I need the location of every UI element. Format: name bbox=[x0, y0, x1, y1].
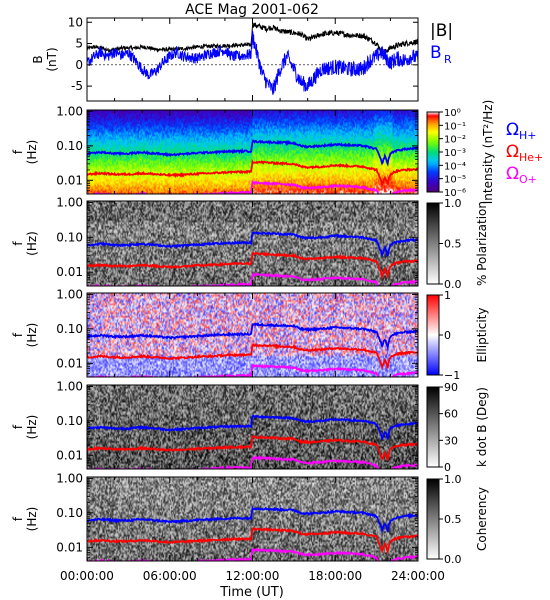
y-tick-label: 0.10 bbox=[56, 506, 83, 520]
y-tick-label: -5 bbox=[71, 79, 83, 93]
colorbar-label: k dot B (Deg) bbox=[475, 387, 489, 467]
colorbar-tick-label: 0 bbox=[444, 329, 451, 342]
y-tick-label: 1.00 bbox=[56, 104, 83, 118]
x-axis: 00:00:00 06:00:00 12:00:00 18:00:00 24:00:00 bbox=[60, 18, 445, 583]
y-axis-label: f bbox=[11, 332, 25, 337]
gyro-line-he bbox=[87, 342, 418, 371]
y-tick-label: 0.10 bbox=[56, 139, 83, 153]
y-axis-label: f bbox=[11, 516, 25, 521]
y-tick-label: 0.01 bbox=[56, 173, 83, 187]
x-tick-label: 18:00:00 bbox=[308, 569, 362, 583]
chart-title: ACE Mag 2001-062 bbox=[185, 2, 319, 18]
legend-omega-subscript: He+ bbox=[519, 151, 543, 164]
gyro-line-he bbox=[87, 434, 418, 461]
x-tick-label: 00:00:00 bbox=[60, 569, 114, 583]
colorbar-tick-label: 10⁰ bbox=[444, 108, 461, 119]
colorbar-tick-label: 0.5 bbox=[444, 513, 462, 526]
series-line-b-magnitude bbox=[87, 22, 418, 55]
x-tick-label: 24:00:00 bbox=[391, 569, 445, 583]
colorbar-tick-label: 10⁻⁶ bbox=[444, 188, 466, 199]
legend-omega-o: Ω bbox=[506, 164, 519, 184]
colorbar-tick-label: 0.5 bbox=[444, 238, 462, 251]
colorbar-tick-label: 0.0 bbox=[444, 553, 462, 566]
colorbar-tick-label: 1.0 bbox=[444, 197, 462, 210]
colorbar-ellipticity bbox=[426, 294, 440, 376]
y-axis-unit: (nT) bbox=[45, 47, 59, 71]
colorbar-tick-label: 1 bbox=[444, 289, 451, 302]
y-tick-label: 0.01 bbox=[56, 448, 83, 462]
legend-omega-he: Ω bbox=[506, 142, 519, 162]
x-tick-label: 12:00:00 bbox=[226, 569, 280, 583]
gyro-line-he bbox=[87, 158, 418, 189]
colorbar-polarization bbox=[426, 202, 440, 285]
gyro-line-o bbox=[87, 271, 418, 286]
gyro-line-h bbox=[87, 139, 418, 168]
y-axis-unit: (Hz) bbox=[25, 231, 39, 256]
colorbar-tick-label: 0.0 bbox=[444, 278, 462, 291]
y-tick-label: 0.10 bbox=[56, 230, 83, 244]
y-axis-label: B bbox=[31, 55, 45, 63]
colorbar-tick-label: 10⁻⁴ bbox=[444, 161, 466, 172]
legend-b-magnitude: |B| bbox=[430, 21, 453, 41]
y-tick-label: 1.00 bbox=[56, 195, 83, 209]
colorbar-kdotb bbox=[426, 386, 440, 468]
legend-b-radial: B bbox=[430, 43, 442, 63]
y-tick-label: 0.01 bbox=[56, 265, 83, 279]
colorbar-coherency bbox=[426, 478, 440, 560]
gyro-line-h bbox=[87, 505, 418, 534]
y-tick-label: 5 bbox=[75, 37, 83, 51]
colorbar-tick-label: 1.0 bbox=[444, 473, 462, 486]
colorbar-tick-label: 0 bbox=[444, 461, 451, 474]
y-axis-label: f bbox=[11, 149, 25, 154]
gyro-line-he bbox=[87, 526, 418, 555]
colorbar-tick-label: 10⁻² bbox=[444, 135, 466, 146]
y-axis-label: f bbox=[11, 241, 25, 246]
y-tick-label: 0.01 bbox=[56, 540, 83, 554]
colorbar-label: Ellipticity bbox=[475, 308, 489, 363]
y-tick-label: 1.00 bbox=[56, 379, 83, 393]
colorbar-label: % Polarization bbox=[475, 201, 489, 286]
x-axis-label: Time (UT) bbox=[219, 585, 284, 600]
legend-b-radial-subscript: R bbox=[444, 53, 452, 66]
gyro-line-h bbox=[87, 231, 418, 258]
colorbar-label: Intensity (nT²/Hz) bbox=[481, 100, 495, 205]
legend-omega-subscript: H+ bbox=[519, 129, 537, 142]
y-axis-unit: (Hz) bbox=[25, 507, 39, 532]
y-tick-label: 1.00 bbox=[56, 471, 83, 485]
colorbar-tick-label: 60 bbox=[444, 408, 458, 421]
colorbar-tick-label: 90 bbox=[444, 381, 458, 394]
gyro-line-h bbox=[87, 414, 418, 440]
gyro-line-h bbox=[87, 321, 418, 351]
y-axis-unit: (Hz) bbox=[25, 415, 39, 440]
y-tick-label: 0.10 bbox=[56, 322, 83, 336]
colorbar-tick-label: 30 bbox=[444, 434, 458, 447]
gyrofrequency-lines bbox=[87, 231, 418, 286]
colorbar-tick-label: 10⁻⁵ bbox=[444, 175, 466, 186]
y-axis-unit: (Hz) bbox=[25, 140, 39, 165]
y-tick-label: 0.01 bbox=[56, 356, 83, 370]
y-tick-label: 1.00 bbox=[56, 287, 83, 301]
y-tick-label: 0 bbox=[75, 58, 83, 72]
gyro-line-he bbox=[87, 251, 418, 281]
y-tick-label: 0.10 bbox=[56, 414, 83, 428]
y-axis-label: f bbox=[11, 424, 25, 429]
legend-omega-h: Ω bbox=[506, 120, 519, 140]
panel-field-lines bbox=[87, 22, 418, 95]
colorbar-intensity bbox=[426, 111, 440, 193]
colorbar-tick-label: 10⁻¹ bbox=[444, 121, 466, 132]
y-axis-unit: (Hz) bbox=[25, 323, 39, 348]
x-tick-label: 06:00:00 bbox=[143, 569, 197, 583]
colorbar-label: Coherency bbox=[475, 487, 489, 551]
legend-omega-subscript: O+ bbox=[519, 173, 537, 186]
colorbar-tick-label: −1 bbox=[444, 369, 460, 382]
y-tick-label: 10 bbox=[68, 15, 83, 29]
colorbar-tick-label: 10⁻³ bbox=[444, 148, 466, 159]
series-line-b-radial bbox=[87, 30, 418, 95]
